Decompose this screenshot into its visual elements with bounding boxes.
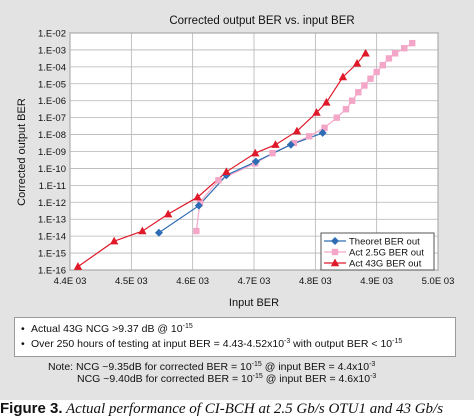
y-axis-label: Corrected output BER [16, 98, 28, 206]
act-2-5g-ber-out-point [290, 139, 298, 147]
note-bullet-1-text: Actual 43G NCG >9.37 dB @ 10 [31, 323, 183, 335]
footnote-line-1: Note: NCG ~9.35dB for corrected BER = 10… [48, 361, 376, 373]
act-2-5g-ber-out-point [321, 124, 328, 131]
theoret-ber-out-point [318, 128, 327, 137]
x-tick-label: 4.4E 03 [54, 276, 87, 287]
act-2-5g-ber-out-point [348, 97, 356, 104]
x-tick-label: 5.0E 03 [422, 276, 455, 287]
act-2-5g-ber-out-point [215, 177, 222, 184]
legend-marker-theoret-ber-out [331, 237, 339, 245]
footnote: Note: NCG ~9.35dB for corrected BER = 10… [48, 361, 468, 385]
act-2-5g-ber-out-point [401, 45, 408, 52]
chart-title: Corrected output BER vs. input BER [169, 15, 354, 27]
y-tick-label: 1.E-11 [39, 181, 66, 192]
act-2-5g-ber-out-point [385, 55, 393, 62]
y-tick-label: 1.E-09 [38, 147, 66, 158]
act-43g-ber-out-point [109, 236, 119, 245]
y-tick-label: 1.E-03 [38, 45, 66, 56]
x-tick-label: 4.9E 03 [360, 276, 393, 287]
act-2-5g-ber-out-point [379, 61, 386, 69]
notes-box: • Actual 43G NCG >9.37 dB @ 10-15 • Over 2… [14, 317, 456, 357]
act-43g-ber-out-point [163, 209, 173, 218]
ber-chart: Corrected output BER vs. input BER 4.4E … [16, 15, 454, 309]
axis-ticks: 4.4E 03 4.5E 03 4.6E 03 4.7E 03 4.8E 03 4.9E … [38, 29, 454, 288]
x-tick-label: 4.8E 03 [299, 276, 332, 287]
theoret-ber-out-point [251, 157, 260, 166]
legend-label: Act 43G BER out [349, 259, 422, 270]
act-2-5g-ber-out-point [409, 39, 416, 47]
y-tick-label: 1.E-05 [38, 79, 66, 90]
legend-label: Act 2.5G BER out [349, 248, 424, 259]
y-tick-label: 1.E-07 [38, 113, 66, 124]
act-43g-ber-out-point [352, 58, 362, 67]
theoret-ber-out-point [154, 228, 163, 237]
act-43g-ber-out-point [312, 108, 321, 116]
act-43g-ber-out-point [251, 148, 260, 157]
x-tick-label: 4.6E 03 [176, 276, 209, 287]
y-tick-label: 1.E-14 [38, 232, 66, 243]
note-bullet-2-text: Over 250 hours of testing at input BER =… [31, 338, 285, 350]
y-tick-label: 1.E-13 [38, 215, 66, 226]
act-2-5g-ber-out-point [193, 227, 200, 235]
act-2-5g-ber-out-point [367, 75, 374, 82]
legend-marker-act-2-5g-ber-out [331, 248, 339, 256]
y-tick-label: 1.E-06 [38, 96, 66, 107]
act-2-5g-ber-out-point [391, 50, 399, 57]
y-tick-label: 1.E-15 [38, 249, 66, 260]
act-2-5g-ber-out-point [269, 149, 276, 157]
x-axis-label: Input BER [229, 297, 279, 309]
figure-caption: Figure 3. Actual performance of CI-BCH a… [0, 400, 474, 417]
series-markers [73, 39, 416, 270]
y-tick-label: 1.E-02 [38, 29, 66, 40]
x-tick-label: 4.7E 03 [238, 276, 271, 287]
act-43g-ber-out-point [271, 140, 280, 148]
act-2-5g-ber-out-point [373, 68, 380, 76]
act-2-5g-ber-out-point [355, 89, 362, 96]
act-2-5g-ber-out-point [306, 133, 313, 140]
caption-label: Figure 3. [0, 400, 63, 417]
theoret-ber-out-point [194, 201, 203, 210]
act-43g-ber-out-point [138, 226, 147, 235]
y-tick-label: 1.E-08 [38, 130, 66, 141]
legend-label: Theoret BER out [349, 237, 420, 248]
act-43g-ber-out-point [73, 262, 83, 270]
y-tick-label: 1.E-10 [38, 164, 66, 175]
act-43g-ber-out-point [193, 192, 202, 201]
act-2-5g-ber-out-point [196, 199, 204, 206]
x-tick-label: 4.5E 03 [115, 276, 148, 287]
y-tick-label: 1.E-16 [38, 266, 66, 277]
y-tick-label: 1.E-12 [38, 198, 66, 209]
footnote-line-2: NCG ~9.40dB for corrected BER = 10-15 @ … [77, 373, 377, 385]
note-bullet-2: • Over 250 hours of testing at input BER … [21, 338, 403, 350]
act-43g-ber-out-point [361, 48, 370, 57]
note-bullet-1: • Actual 43G NCG >9.37 dB @ 10-15 [21, 323, 193, 335]
y-tick-label: 1.E-04 [38, 62, 66, 73]
caption-text: Actual performance of CI-BCH at 2.5 Gb/s… [62, 401, 444, 417]
act-43g-ber-out-point [292, 126, 302, 135]
act-2-5g-ber-out-point [342, 105, 350, 113]
act-43g-ber-out-point [322, 97, 331, 106]
act-2-5g-ber-out-point [333, 114, 340, 121]
act-43g-ber-out-point [338, 72, 348, 81]
act-43g-ber-out-line [77, 52, 367, 268]
act-43g-ber-out-point [222, 167, 231, 176]
legend-marker-act-43g-ber-out [330, 258, 340, 267]
act-2-5g-ber-out-point [361, 82, 368, 89]
theoret-ber-out-point [286, 140, 295, 149]
